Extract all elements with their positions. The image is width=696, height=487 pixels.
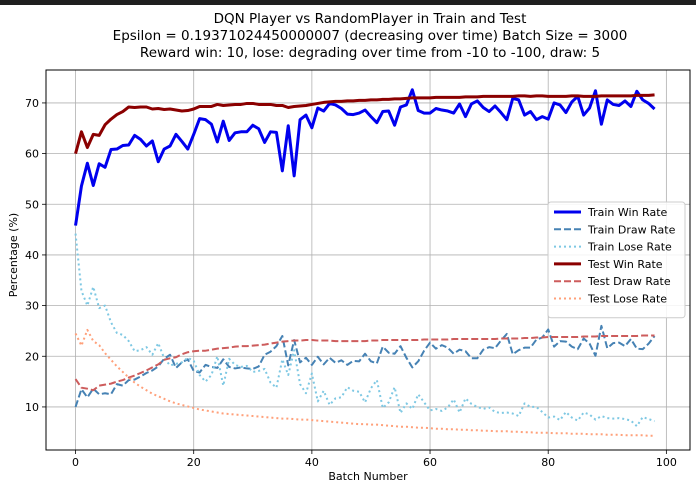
x-tick-label: 60 bbox=[423, 456, 437, 469]
x-ticks: 0 20 40 60 80 100 bbox=[72, 450, 677, 469]
series-line-1 bbox=[74, 88, 656, 226]
legend: Train Win Rate Train Draw Rate Train Lose … bbox=[547, 201, 686, 319]
legend-label-2: Train Draw Rate bbox=[587, 223, 676, 236]
series-line-6 bbox=[74, 328, 655, 437]
y-tick-label: 60 bbox=[25, 148, 39, 161]
y-tick-label: 10 bbox=[25, 401, 39, 414]
y-ticks: 10 20 30 40 50 60 70 bbox=[25, 97, 46, 414]
y-tick-label: 20 bbox=[25, 350, 39, 363]
x-tick-label: 40 bbox=[305, 456, 319, 469]
y-axis-label: Percentage (%) bbox=[7, 213, 20, 297]
chart-title-line-3: Reward win: 10, lose: degrading over tim… bbox=[140, 45, 600, 61]
legend-label-5: Test Draw Rate bbox=[587, 275, 671, 288]
legend-label-1: Train Win Rate bbox=[587, 206, 668, 219]
legend-label-3: Train Lose Rate bbox=[587, 241, 672, 254]
series-line-2 bbox=[74, 324, 656, 408]
legend-label-4: Test Win Rate bbox=[587, 258, 663, 271]
x-tick-label: 80 bbox=[541, 456, 555, 469]
window-top-bar bbox=[0, 0, 696, 5]
chart-title: DQN Player vs RandomPlayer in Train and … bbox=[113, 11, 628, 61]
x-tick-label: 20 bbox=[187, 456, 201, 469]
y-tick-label: 30 bbox=[25, 300, 39, 313]
x-tick-label: 100 bbox=[656, 456, 677, 469]
series-line-4 bbox=[74, 93, 655, 154]
chart-title-line-2: Epsilon = 0.19371024450000007 (decreasin… bbox=[113, 28, 628, 44]
y-tick-label: 50 bbox=[25, 198, 39, 211]
legend-box bbox=[547, 201, 686, 319]
plot-frame bbox=[45, 69, 691, 451]
series-layer bbox=[74, 88, 656, 437]
legend-label-6: Test Lose Rate bbox=[587, 293, 667, 306]
chart-title-line-1: DQN Player vs RandomPlayer in Train and … bbox=[214, 11, 527, 27]
series-line-5 bbox=[74, 334, 655, 392]
x-tick-label: 0 bbox=[72, 456, 79, 469]
series-line-3 bbox=[74, 233, 655, 428]
x-axis-label: Batch Number bbox=[328, 470, 408, 483]
y-tick-label: 40 bbox=[25, 249, 39, 262]
y-tick-label: 70 bbox=[25, 97, 39, 110]
